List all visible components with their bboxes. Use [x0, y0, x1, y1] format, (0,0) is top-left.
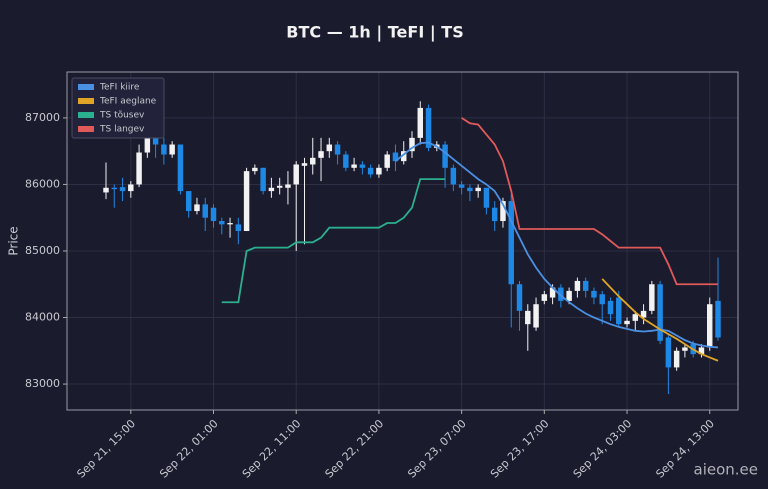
candle-body: [458, 184, 465, 188]
candle-body: [508, 201, 514, 285]
legend-label: TS tõusev: [99, 111, 145, 121]
candle-body: [673, 350, 680, 368]
candle-body: [541, 294, 548, 301]
candle-body: [367, 167, 374, 175]
candle-body: [525, 310, 531, 325]
candle-body: [351, 164, 357, 168]
y-axis-label: Price: [7, 226, 21, 255]
candle-body: [144, 124, 151, 153]
candle-body: [665, 337, 672, 368]
candle-body: [343, 154, 349, 168]
candle-body: [219, 221, 225, 225]
candle-body: [607, 300, 614, 315]
candle-body: [227, 223, 233, 225]
candle-body: [111, 187, 117, 190]
candle-body: [185, 191, 192, 212]
legend-swatch: [78, 112, 94, 118]
y-tick-label: 85000: [25, 244, 60, 257]
candle-body: [707, 304, 713, 348]
plot-frame: [66, 71, 739, 411]
candle-body: [533, 304, 539, 328]
candle-body: [252, 167, 258, 172]
candle-body: [334, 144, 341, 155]
candle-body: [310, 157, 316, 165]
legend-label: TeFI aeglane: [99, 97, 157, 107]
candle-body: [657, 284, 663, 341]
candle-body: [392, 152, 399, 162]
candle-body: [161, 144, 167, 155]
candle-body: [243, 171, 250, 232]
candle-body: [599, 294, 605, 305]
candle-body: [177, 144, 184, 192]
legend-label: TeFI kiire: [99, 83, 140, 93]
candle-body: [409, 137, 415, 152]
candle-body: [491, 207, 498, 222]
candle-body: [401, 151, 407, 162]
candle-body: [582, 280, 589, 291]
legend-swatch: [78, 84, 94, 90]
candle-body: [715, 300, 721, 338]
candle-body: [640, 310, 647, 318]
candle-body: [260, 167, 266, 192]
candle-body: [574, 280, 581, 291]
candle-body: [549, 287, 556, 298]
candle-body: [558, 287, 564, 301]
y-tick-label: 83000: [25, 377, 60, 390]
indicator-line: [601, 278, 719, 362]
candle-body: [301, 163, 308, 166]
candle-body: [268, 187, 275, 192]
indicator-line: [461, 117, 718, 286]
candle-body: [632, 314, 639, 321]
candle-body: [649, 284, 655, 311]
candle-body: [326, 144, 333, 152]
candle-body: [682, 347, 688, 351]
legend-box: [71, 77, 165, 139]
candle-body: [285, 184, 291, 188]
candle-body: [516, 284, 523, 311]
y-tick-label: 86000: [25, 177, 60, 190]
candle-body: [318, 151, 324, 158]
candle-body: [169, 144, 175, 155]
candle-body: [359, 164, 366, 168]
candle-body: [467, 187, 473, 192]
candle-body: [616, 297, 622, 325]
candle-body: [475, 187, 481, 192]
candle-body: [103, 187, 109, 193]
indicator-line: [394, 141, 719, 349]
watermark: aieon.ee: [694, 461, 759, 479]
candle-body: [293, 164, 299, 185]
candle-body: [442, 144, 448, 168]
candle-body: [566, 290, 572, 301]
candle-body: [425, 107, 432, 148]
candle-body: [417, 107, 423, 138]
candle-body: [376, 167, 382, 175]
candle-body: [119, 187, 126, 192]
candle-body: [235, 224, 242, 232]
candle-body: [128, 184, 134, 192]
candle-body: [591, 290, 597, 298]
candle-body: [194, 204, 200, 212]
candle-body: [202, 204, 208, 218]
legend-swatch: [78, 98, 94, 104]
candle-body: [276, 185, 283, 188]
candle-body: [136, 152, 142, 185]
y-tick-label: 84000: [25, 311, 60, 324]
y-tick-label: 87000: [25, 111, 60, 124]
candle-body: [698, 347, 705, 355]
candle-body: [483, 187, 490, 208]
candle-body: [500, 201, 506, 222]
indicator-line: [221, 178, 446, 304]
chart-title: BTC — 1h | TeFI | TS: [286, 23, 463, 43]
legend-label: TS langev: [99, 125, 145, 135]
candle-body: [450, 167, 457, 185]
candle-body: [624, 320, 630, 325]
candle-body: [384, 154, 390, 168]
candle-body: [210, 207, 217, 222]
legend-swatch: [78, 126, 94, 132]
